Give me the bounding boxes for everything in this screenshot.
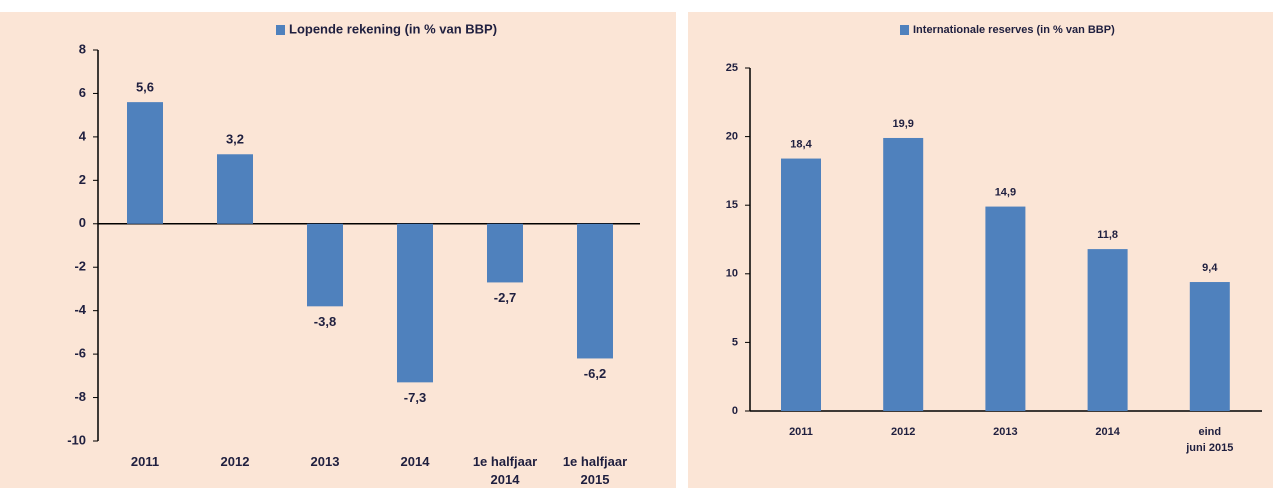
y-tick-label: 2 xyxy=(79,172,86,187)
value-label: 14,9 xyxy=(995,186,1016,198)
bar xyxy=(781,158,821,411)
y-tick-label: 0 xyxy=(79,215,86,230)
y-tick-label: -2 xyxy=(74,259,86,274)
x-tick-label: 2014 xyxy=(401,454,431,469)
bar xyxy=(487,223,523,283)
y-tick-label: -8 xyxy=(74,389,86,404)
legend-label: Lopende rekening (in % van BBP) xyxy=(289,21,497,36)
y-tick-label: 5 xyxy=(732,336,738,348)
x-tick-label: 2011 xyxy=(789,426,813,438)
x-tick-label: 1e halfjaar 2015 xyxy=(563,454,627,487)
bar xyxy=(577,223,613,359)
value-label: 19,9 xyxy=(892,118,913,130)
x-tick-label: 2012 xyxy=(891,426,915,438)
y-tick-label: 10 xyxy=(726,268,738,280)
legend-swatch xyxy=(276,25,285,35)
y-tick-label: -4 xyxy=(74,302,86,317)
y-tick-label: 25 xyxy=(726,62,738,74)
x-tick-label: 2014 xyxy=(1095,426,1120,438)
y-tick-label: -6 xyxy=(74,346,86,361)
x-tick-label: 1e halfjaar 2014 xyxy=(473,454,537,487)
value-label: 18,4 xyxy=(790,138,812,150)
x-tick-label: 2013 xyxy=(311,454,340,469)
legend-label: Internationale reserves (in % van BBP) xyxy=(913,24,1115,36)
legend-swatch xyxy=(900,25,909,35)
value-label: 5,6 xyxy=(136,80,154,95)
value-label: 3,2 xyxy=(226,132,244,147)
bar xyxy=(397,223,433,383)
value-label: -3,8 xyxy=(314,314,336,329)
y-tick-label: 8 xyxy=(79,41,86,56)
y-tick-label: 4 xyxy=(79,128,87,143)
x-tick-label: 2012 xyxy=(221,454,250,469)
bar xyxy=(1087,249,1128,411)
value-label: -2,7 xyxy=(494,290,516,305)
y-tick-label: -10 xyxy=(67,432,86,447)
bar xyxy=(1189,282,1230,411)
panel-right xyxy=(688,12,1273,488)
y-tick-label: 15 xyxy=(726,199,738,211)
value-label: 11,8 xyxy=(1097,229,1118,241)
bar xyxy=(127,102,163,224)
y-tick-label: 6 xyxy=(79,85,86,100)
y-tick-label: 0 xyxy=(732,405,738,417)
value-label: 9,4 xyxy=(1202,262,1218,274)
value-label: -7,3 xyxy=(404,390,426,405)
bar xyxy=(883,137,924,412)
bar xyxy=(217,154,253,224)
value-label: -6,2 xyxy=(584,366,606,381)
x-tick-label: 2011 xyxy=(131,454,159,469)
x-tick-label: eind juni 2015 xyxy=(1185,426,1233,454)
bar xyxy=(307,223,343,307)
x-tick-label: 2013 xyxy=(993,426,1017,438)
y-tick-label: 20 xyxy=(726,131,738,143)
bar xyxy=(985,206,1026,411)
